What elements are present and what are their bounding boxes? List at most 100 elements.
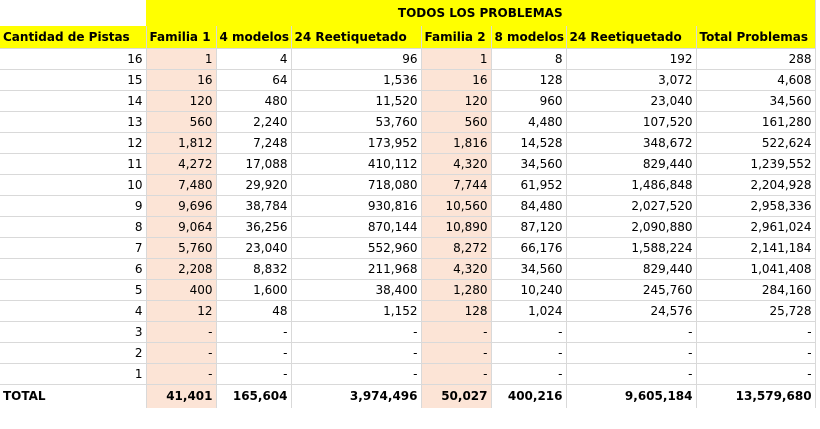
cell-24-reetiquetado-2[interactable]: 107,520 <box>566 111 697 133</box>
cell-4-modelos[interactable]: 480 <box>216 90 292 112</box>
cell-24-reetiquetado-1[interactable]: - <box>291 363 422 385</box>
cell-8-modelos[interactable]: - <box>491 342 567 364</box>
header-familia-2[interactable]: Familia 2 <box>421 26 492 49</box>
cell-24-reetiquetado-1[interactable]: 11,520 <box>291 90 422 112</box>
cell-4-modelos[interactable]: 23,040 <box>216 237 292 259</box>
cell-24-reetiquetado-2[interactable]: 2,027,520 <box>566 195 697 217</box>
cell-familia-2[interactable]: 4,320 <box>421 258 492 280</box>
cell-cantidad-de-pistas[interactable]: 1 <box>0 363 147 385</box>
cell-cantidad-de-pistas[interactable]: 5 <box>0 279 147 301</box>
cell-4-modelos[interactable]: 38,784 <box>216 195 292 217</box>
cell-total-problemas[interactable]: - <box>696 363 816 385</box>
cell-cantidad-de-pistas[interactable]: 16 <box>0 48 147 70</box>
cell-cantidad-de-pistas[interactable]: 7 <box>0 237 147 259</box>
cell-8-modelos[interactable]: 34,560 <box>491 153 567 175</box>
cell-total-problemas[interactable]: 4,608 <box>696 69 816 91</box>
cell-total-problemas[interactable]: 1,041,408 <box>696 258 816 280</box>
cell-4-modelos[interactable]: 29,920 <box>216 174 292 196</box>
cell-24-reetiquetado-2[interactable]: 1,588,224 <box>566 237 697 259</box>
cell-familia-2[interactable]: 120 <box>421 90 492 112</box>
cell-24-reetiquetado-1[interactable]: 1,536 <box>291 69 422 91</box>
cell-familia-1[interactable]: 16 <box>146 69 217 91</box>
cell-cantidad-de-pistas[interactable]: 10 <box>0 174 147 196</box>
cell-24-reetiquetado-1[interactable]: - <box>291 342 422 364</box>
cell-24-reetiquetado-1[interactable]: 718,080 <box>291 174 422 196</box>
cell-24-reetiquetado-1[interactable]: 53,760 <box>291 111 422 133</box>
cell-8-modelos[interactable]: 960 <box>491 90 567 112</box>
cell-4-modelos[interactable]: 36,256 <box>216 216 292 238</box>
cell-8-modelos[interactable]: 66,176 <box>491 237 567 259</box>
cell-total-problemas[interactable]: 2,204,928 <box>696 174 816 196</box>
cell-8-modelos[interactable]: - <box>491 321 567 343</box>
cell-24-reetiquetado-2[interactable]: - <box>566 363 697 385</box>
cell-24-reetiquetado-2[interactable]: 24,576 <box>566 300 697 322</box>
header-total-problemas[interactable]: Total Problemas <box>696 26 816 49</box>
cell-familia-1[interactable]: 9,696 <box>146 195 217 217</box>
cell-familia-2[interactable]: 560 <box>421 111 492 133</box>
cell-familia-1[interactable]: - <box>146 342 217 364</box>
cell-4-modelos[interactable]: - <box>216 363 292 385</box>
cell-total-problemas[interactable]: 25,728 <box>696 300 816 322</box>
cell-4-modelos[interactable]: 17,088 <box>216 153 292 175</box>
cell-familia-1[interactable]: 1 <box>146 48 217 70</box>
cell-familia-1[interactable]: 7,480 <box>146 174 217 196</box>
cell-total-problemas[interactable]: 2,961,024 <box>696 216 816 238</box>
cell-cantidad-de-pistas[interactable]: 4 <box>0 300 147 322</box>
cell-8-modelos[interactable]: 34,560 <box>491 258 567 280</box>
cell-24-reetiquetado-2[interactable]: 3,072 <box>566 69 697 91</box>
cell-cantidad-de-pistas[interactable]: 9 <box>0 195 147 217</box>
header-24-reetiquetado-1[interactable]: 24 Reetiquetado <box>291 26 422 49</box>
cell-8-modelos[interactable]: 14,528 <box>491 132 567 154</box>
cell-total-problemas[interactable]: - <box>696 342 816 364</box>
cell-familia-2[interactable]: 16 <box>421 69 492 91</box>
cell-24-reetiquetado-1[interactable]: 211,968 <box>291 258 422 280</box>
total-total-problemas[interactable]: 13,579,680 <box>696 383 816 408</box>
cell-24-reetiquetado-2[interactable]: 2,090,880 <box>566 216 697 238</box>
cell-familia-2[interactable]: 4,320 <box>421 153 492 175</box>
cell-24-reetiquetado-1[interactable]: 870,144 <box>291 216 422 238</box>
cell-24-reetiquetado-1[interactable]: 173,952 <box>291 132 422 154</box>
cell-24-reetiquetado-2[interactable]: 245,760 <box>566 279 697 301</box>
cell-4-modelos[interactable]: 64 <box>216 69 292 91</box>
cell-4-modelos[interactable]: 1,600 <box>216 279 292 301</box>
cell-cantidad-de-pistas[interactable]: 15 <box>0 69 147 91</box>
cell-cantidad-de-pistas[interactable]: 11 <box>0 153 147 175</box>
cell-familia-2[interactable]: - <box>421 363 492 385</box>
cell-24-reetiquetado-2[interactable]: 829,440 <box>566 258 697 280</box>
total-label[interactable]: TOTAL <box>0 383 147 408</box>
cell-8-modelos[interactable]: 87,120 <box>491 216 567 238</box>
cell-familia-2[interactable]: 1,816 <box>421 132 492 154</box>
cell-8-modelos[interactable]: 1,024 <box>491 300 567 322</box>
cell-4-modelos[interactable]: 2,240 <box>216 111 292 133</box>
total-24-reetiquetado-2[interactable]: 9,605,184 <box>566 383 697 408</box>
cell-familia-2[interactable]: 10,560 <box>421 195 492 217</box>
header-4-modelos[interactable]: 4 modelos <box>216 26 292 49</box>
cell-cantidad-de-pistas[interactable]: 8 <box>0 216 147 238</box>
cell-total-problemas[interactable]: - <box>696 321 816 343</box>
cell-24-reetiquetado-1[interactable]: 38,400 <box>291 279 422 301</box>
cell-familia-2[interactable]: - <box>421 342 492 364</box>
cell-familia-1[interactable]: - <box>146 321 217 343</box>
cell-familia-1[interactable]: 5,760 <box>146 237 217 259</box>
header-24-reetiquetado-2[interactable]: 24 Reetiquetado <box>566 26 697 49</box>
header-familia-1[interactable]: Familia 1 <box>146 26 217 49</box>
cell-cantidad-de-pistas[interactable]: 12 <box>0 132 147 154</box>
cell-24-reetiquetado-1[interactable]: 930,816 <box>291 195 422 217</box>
empty-cell[interactable] <box>0 0 146 26</box>
cell-total-problemas[interactable]: 2,958,336 <box>696 195 816 217</box>
cell-total-problemas[interactable]: 34,560 <box>696 90 816 112</box>
header-cantidad-de-pistas[interactable]: Cantidad de Pistas <box>0 26 147 49</box>
cell-familia-2[interactable]: 7,744 <box>421 174 492 196</box>
cell-familia-1[interactable]: 120 <box>146 90 217 112</box>
cell-8-modelos[interactable]: 10,240 <box>491 279 567 301</box>
cell-4-modelos[interactable]: - <box>216 321 292 343</box>
cell-24-reetiquetado-2[interactable]: 23,040 <box>566 90 697 112</box>
cell-24-reetiquetado-1[interactable]: - <box>291 321 422 343</box>
cell-4-modelos[interactable]: 48 <box>216 300 292 322</box>
cell-cantidad-de-pistas[interactable]: 6 <box>0 258 147 280</box>
cell-8-modelos[interactable]: 128 <box>491 69 567 91</box>
cell-familia-1[interactable]: 400 <box>146 279 217 301</box>
cell-4-modelos[interactable]: - <box>216 342 292 364</box>
cell-24-reetiquetado-2[interactable]: 1,486,848 <box>566 174 697 196</box>
total-4-modelos[interactable]: 165,604 <box>216 383 292 408</box>
